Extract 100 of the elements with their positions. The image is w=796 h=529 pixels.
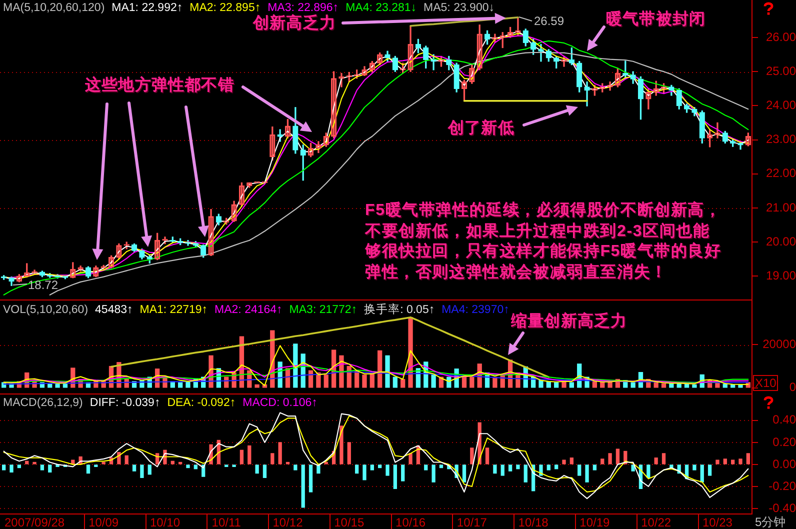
bar (424, 464, 428, 470)
chart-title: MACD(26,12,9) (3, 397, 83, 410)
bar (700, 464, 704, 482)
y-axis-title: X10 (753, 375, 778, 391)
bar (662, 453, 666, 464)
bar (723, 458, 727, 464)
bar (385, 355, 390, 388)
y-tick-label: 24.00 (766, 98, 796, 112)
bar (48, 464, 52, 472)
y-tick-label: -0.40 (768, 500, 796, 515)
bar (401, 464, 405, 482)
bar (362, 464, 366, 480)
bar (646, 464, 650, 478)
bar (592, 381, 598, 388)
bar (470, 376, 474, 388)
annotation: 这些地方弹性都不错 (85, 77, 234, 95)
bar (692, 464, 696, 470)
x-tick-label: 10/16 (396, 516, 426, 529)
bar (140, 464, 144, 478)
x-tick-label: 10/17 (456, 516, 488, 529)
bar (393, 464, 398, 490)
bar (386, 464, 390, 476)
bar (40, 464, 44, 470)
bar (692, 384, 697, 388)
bar (286, 462, 290, 464)
bar (654, 382, 658, 388)
bar (17, 464, 22, 468)
bar (324, 374, 328, 388)
bar (132, 464, 136, 472)
text: MA4: 23970↑ (442, 304, 510, 317)
bar (408, 453, 412, 464)
text: MA4: 23.281↓ (346, 2, 417, 15)
text: MA3: 21772↑ (289, 304, 358, 317)
y-tick-label: 20.00 (766, 234, 796, 248)
bar (432, 464, 436, 482)
bar (516, 464, 520, 470)
bar (301, 464, 305, 508)
bar (470, 448, 474, 464)
bar (2, 464, 6, 470)
bar (500, 464, 504, 476)
bar (654, 458, 658, 464)
y-tick-label: 26.00 (766, 30, 796, 44)
y-tick-label: 25.00 (766, 64, 796, 78)
bar (362, 374, 367, 388)
y-tick-label: 0.40 (772, 412, 796, 427)
text: MA1: 22.992↑ (112, 2, 183, 15)
bar (492, 376, 498, 388)
bar (170, 460, 174, 464)
bar (554, 464, 558, 470)
bar (248, 445, 252, 464)
bar (538, 380, 544, 388)
x-tick-label: 10/15 (334, 516, 364, 529)
bar (308, 464, 313, 492)
annotation: 18.72 (28, 278, 58, 292)
bar (570, 458, 574, 464)
bar (102, 462, 106, 464)
bar (347, 442, 351, 464)
bar (562, 460, 566, 464)
bar (324, 462, 328, 464)
chart-subtitle: MACD: 0.106↑ (242, 397, 318, 410)
candlestick (430, 54, 436, 70)
y-tick-label: 0.00 (772, 456, 796, 471)
text: DEA: -0.092↑ (167, 397, 236, 410)
text: DIFF: -0.039↑ (90, 397, 160, 410)
y-tick-label: 0.20 (772, 434, 796, 449)
bar (630, 382, 636, 388)
bar (86, 464, 90, 474)
bar (378, 350, 382, 388)
bar (708, 464, 712, 476)
x-tick-label: 10/23 (702, 516, 733, 529)
bar (661, 383, 666, 388)
chart-title: VOL(5,10,20,60) (3, 304, 88, 317)
bar (278, 442, 282, 464)
y-tick-label: 21.00 (766, 200, 796, 214)
bar (10, 464, 14, 472)
annotation: 26.59 (534, 14, 564, 28)
bar (738, 458, 742, 464)
annotation: 暖气带被封闭 (606, 11, 706, 29)
bar (254, 384, 260, 388)
chart-title: MA(5,10,20,60,120) (3, 2, 105, 15)
x-tick-label: 10/10 (150, 516, 180, 529)
bar (439, 464, 444, 468)
bar (354, 464, 359, 474)
text: MA3: 22.896↑ (268, 2, 339, 14)
x-axis-title: 5分钟 (755, 515, 786, 529)
bar (255, 464, 259, 474)
x-tick-label: 10/11 (212, 516, 242, 529)
bar (616, 448, 620, 464)
bar (722, 384, 728, 388)
bar (493, 464, 497, 474)
bar (462, 464, 466, 482)
bar (340, 426, 344, 464)
bar (508, 464, 512, 472)
bar (294, 464, 298, 470)
bar (716, 460, 720, 464)
x-tick-label: 10/22 (641, 516, 672, 529)
bar (262, 464, 267, 478)
chart-subtitle: 45483↑ (95, 304, 133, 317)
bar (240, 450, 244, 464)
bar (431, 374, 436, 388)
